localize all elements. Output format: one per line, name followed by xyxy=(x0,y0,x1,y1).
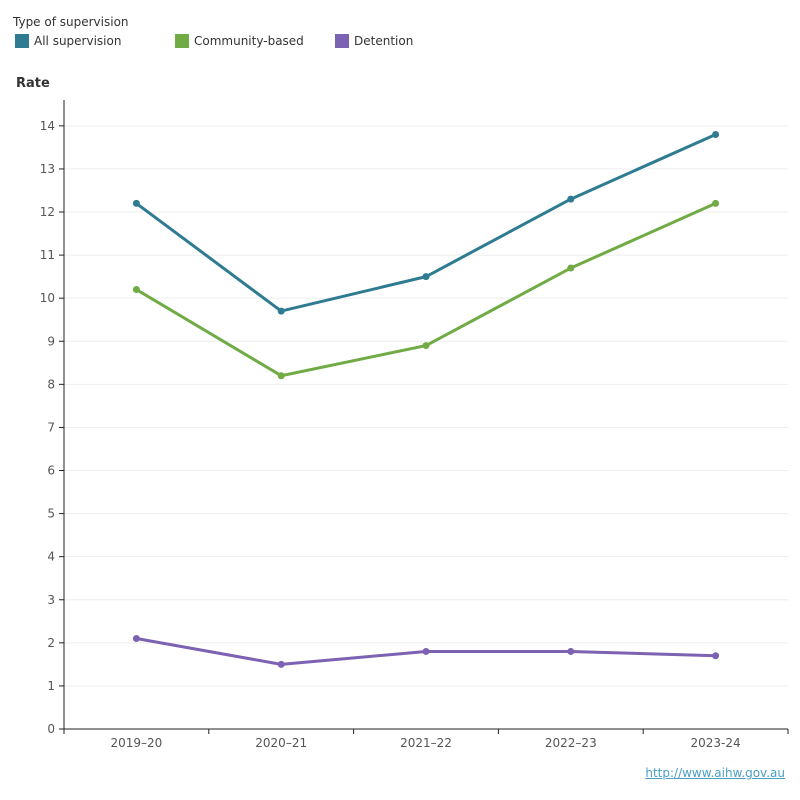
legend-item-community-based[interactable]: Community-based xyxy=(175,33,304,49)
data-point-all-supervision-3[interactable] xyxy=(567,195,575,203)
y-tick-label-11: 11 xyxy=(40,248,55,262)
legend: All supervision Community-based Detentio… xyxy=(15,33,515,49)
y-tick-label-10: 10 xyxy=(40,291,55,305)
data-point-detention-2[interactable] xyxy=(422,647,430,655)
legend-swatch-all-supervision xyxy=(15,34,29,48)
x-tick-label-2: 2021–22 xyxy=(400,736,452,750)
y-tick-label-12: 12 xyxy=(40,205,55,219)
y-tick-label-4: 4 xyxy=(47,550,55,564)
y-tick-label-5: 5 xyxy=(47,507,55,521)
y-tick-label-1: 1 xyxy=(47,679,55,693)
x-tick-label-3: 2022–23 xyxy=(545,736,597,750)
series-line-community-based xyxy=(134,201,718,378)
legend-title: Type of supervision xyxy=(13,15,129,29)
y-tick-label-14: 14 xyxy=(40,119,55,133)
data-point-detention-0[interactable] xyxy=(132,635,140,643)
legend-item-all-supervision[interactable]: All supervision xyxy=(15,33,121,49)
series-lines xyxy=(132,130,720,668)
y-tick-label-6: 6 xyxy=(47,464,55,478)
y-tick-label-7: 7 xyxy=(47,420,55,434)
y-tick-label-3: 3 xyxy=(47,593,55,607)
y-tick-label-9: 9 xyxy=(47,334,55,348)
data-point-detention-3[interactable] xyxy=(567,647,575,655)
data-point-all-supervision-4[interactable] xyxy=(712,130,720,138)
legend-swatch-detention xyxy=(335,34,349,48)
x-tick-label-1: 2020–21 xyxy=(255,736,307,750)
series-line-all-supervision xyxy=(134,132,718,313)
data-point-all-supervision-1[interactable] xyxy=(277,307,285,315)
data-point-community-based-0[interactable] xyxy=(132,286,140,294)
data-point-detention-4[interactable] xyxy=(712,652,720,660)
legend-label-detention: Detention xyxy=(354,34,414,48)
legend-swatch-community-based xyxy=(175,34,189,48)
source-link[interactable]: http://www.aihw.gov.au xyxy=(645,766,785,780)
data-point-community-based-2[interactable] xyxy=(422,342,430,350)
y-tick-label-2: 2 xyxy=(47,636,55,650)
data-point-community-based-3[interactable] xyxy=(567,264,575,272)
data-point-community-based-4[interactable] xyxy=(712,199,720,207)
y-tick-label-8: 8 xyxy=(47,377,55,391)
legend-label-all-supervision: All supervision xyxy=(34,34,122,48)
y-axis-title: Rate xyxy=(16,76,50,91)
y-tick-label-0: 0 xyxy=(47,722,55,736)
y-tick-label-13: 13 xyxy=(40,162,55,176)
data-point-all-supervision-0[interactable] xyxy=(132,199,140,207)
legend-item-detention[interactable]: Detention xyxy=(335,33,413,49)
data-point-all-supervision-2[interactable] xyxy=(422,273,430,281)
data-point-community-based-1[interactable] xyxy=(277,372,285,380)
x-tick-label-0: 2019–20 xyxy=(110,736,162,750)
data-point-detention-1[interactable] xyxy=(277,660,285,668)
legend-label-community-based: Community-based xyxy=(194,34,304,48)
x-tick-label-4: 2023-24 xyxy=(691,736,741,750)
gridlines xyxy=(64,125,788,687)
